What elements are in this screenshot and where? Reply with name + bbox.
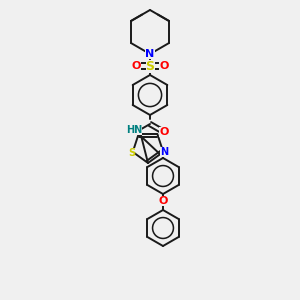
Text: S: S: [146, 59, 154, 73]
Text: N: N: [146, 49, 154, 59]
Text: O: O: [158, 196, 168, 206]
Text: O: O: [159, 127, 169, 137]
Text: O: O: [159, 61, 169, 71]
Text: S: S: [128, 148, 135, 158]
Text: N: N: [160, 147, 168, 157]
Text: O: O: [131, 61, 141, 71]
Text: HN: HN: [126, 125, 142, 135]
